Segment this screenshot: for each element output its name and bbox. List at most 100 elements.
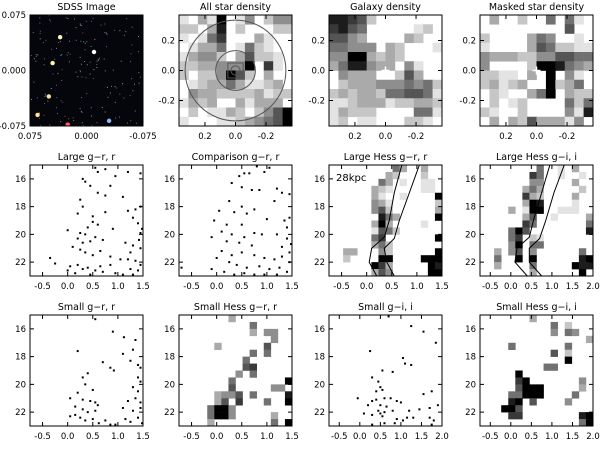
x-tick-label: 0.0 (210, 282, 224, 292)
data-point (136, 376, 139, 379)
heatmap-cell (179, 52, 189, 62)
heatmap-cell (529, 315, 537, 323)
heatmap-cell (489, 116, 500, 126)
data-point (81, 268, 84, 271)
data-point (97, 422, 100, 425)
heatmap-cell (385, 98, 396, 108)
data-point (412, 416, 415, 419)
heatmap-cell (578, 255, 587, 263)
faint-star (44, 93, 46, 95)
data-point (104, 211, 107, 214)
data-point (136, 222, 139, 225)
heatmap-cell (529, 206, 537, 214)
data-point (136, 363, 139, 366)
heatmap-cell (423, 89, 433, 99)
heatmap-cell (413, 24, 424, 34)
heatmap-cell (371, 199, 379, 207)
heatmap-cell (228, 405, 236, 413)
data-point (263, 170, 266, 173)
heatmap-cell (357, 52, 367, 62)
heatmap-cell (498, 52, 509, 62)
data-point (220, 230, 223, 233)
data-point (96, 223, 99, 226)
faint-star (105, 46, 107, 48)
panel-title: Small g−r, r (58, 302, 115, 313)
faint-star (114, 86, 116, 88)
faint-star (81, 111, 83, 113)
heatmap-cell (284, 391, 292, 399)
data-point (121, 195, 124, 198)
heatmap-cell (545, 33, 556, 44)
data-point (430, 423, 433, 426)
faint-star (60, 121, 62, 123)
heatmap-cell (284, 398, 292, 406)
heatmap-cell (197, 15, 208, 25)
faint-star (126, 18, 128, 20)
heatmap-cell (338, 33, 349, 44)
data-point (109, 366, 112, 369)
heatmap-cell (392, 213, 400, 221)
heatmap-cell (263, 89, 274, 99)
heatmap-cell (197, 89, 208, 99)
heatmap-cell (564, 356, 573, 364)
heatmap-cell (329, 61, 339, 71)
data-point (139, 231, 142, 234)
heatmap-cell (536, 185, 544, 194)
data-point (136, 416, 139, 419)
heatmap-cell (574, 79, 584, 90)
heatmap-cell (515, 234, 523, 242)
data-point (89, 400, 92, 403)
data-point (268, 166, 271, 169)
heatmap-cell (423, 107, 433, 118)
heatmap-cell (515, 248, 523, 256)
heatmap-cell (179, 70, 189, 81)
x-tick-label: 0.000 (74, 132, 98, 142)
data-point (101, 238, 104, 241)
aperture-circle (230, 65, 241, 76)
heatmap-cell (216, 89, 227, 99)
x-tick-label: 1.0 (260, 432, 274, 442)
heatmap-cell (371, 227, 379, 235)
data-point (121, 273, 124, 276)
heatmap-cell (404, 61, 415, 71)
heatmap-cell (480, 33, 490, 44)
x-tick-label: 1.5 (435, 282, 449, 292)
heatmap-cell (235, 98, 246, 108)
heatmap-cell (536, 89, 547, 99)
heatmap-cell (357, 116, 367, 126)
heatmap-cell (329, 89, 339, 99)
heatmap-cell (347, 42, 358, 53)
y-tick-label: 18 (15, 203, 26, 213)
heatmap-cell (515, 405, 523, 413)
x-tick-label: 0.5 (86, 432, 100, 442)
panel-title: Large Hess g−i, i (496, 152, 577, 163)
heatmap-cell (564, 349, 573, 357)
heatmap-cell (536, 42, 547, 53)
heatmap-cell (357, 98, 367, 108)
x-tick-label: 0.0 (530, 132, 544, 142)
heatmap-cell (254, 116, 265, 126)
data-point (220, 250, 223, 253)
faint-star (106, 33, 108, 35)
heatmap-cell (574, 107, 584, 118)
heatmap-cell (550, 363, 558, 371)
heatmap-cell (329, 33, 339, 44)
data-point (367, 404, 370, 407)
heatmap-cell (179, 24, 189, 34)
heatmap-cell (515, 370, 523, 378)
faint-star (91, 115, 93, 117)
heatmap-cell (427, 269, 436, 276)
data-point (81, 408, 84, 411)
x-tick-label: -0.2 (408, 132, 425, 142)
data-point (393, 422, 396, 425)
heatmap-cell (270, 384, 279, 392)
heatmap-cell (564, 24, 575, 34)
plot-area (356, 315, 439, 426)
data-point (371, 413, 374, 416)
faint-star (89, 61, 91, 63)
heatmap-cell (226, 107, 236, 118)
heatmap-cell (578, 269, 587, 276)
axes-frame (178, 164, 293, 277)
heatmap-cell (545, 52, 556, 62)
